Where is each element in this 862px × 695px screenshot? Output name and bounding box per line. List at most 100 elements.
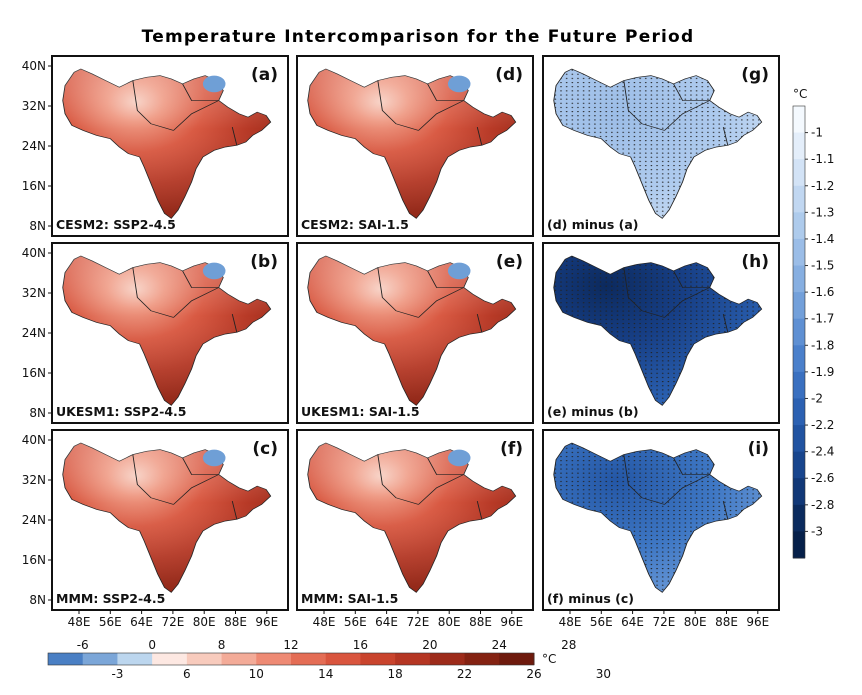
lat-tick-label: 32N bbox=[22, 99, 46, 113]
panel-letter: (b) bbox=[250, 252, 278, 272]
lat-tick-label: 32N bbox=[22, 473, 46, 487]
cold-region-patch bbox=[447, 75, 471, 93]
lat-tick-label: 40N bbox=[22, 59, 46, 73]
vbar-swatch bbox=[793, 478, 805, 506]
map-panel: (i) (f) minus (c) bbox=[543, 430, 779, 610]
hbar-top-label: 20 bbox=[422, 638, 437, 652]
vbar-label: -1.5 bbox=[811, 259, 834, 273]
vbar-swatch bbox=[793, 318, 805, 346]
hbar-swatch bbox=[82, 653, 118, 665]
hbar-bottom-label: 10 bbox=[249, 667, 264, 681]
hbar-bottom-label: -3 bbox=[111, 667, 123, 681]
vbar-label: -2.6 bbox=[811, 471, 834, 485]
map-panel: (h) (e) minus (b) bbox=[543, 243, 779, 423]
vbar-swatch bbox=[793, 292, 805, 320]
region-map bbox=[554, 443, 762, 592]
vbar-unit: °C bbox=[793, 87, 807, 101]
panel-letter: (e) bbox=[496, 252, 523, 272]
vbar-swatch bbox=[793, 371, 805, 399]
map-panel: (a) CESM2: SSP2-4.5 bbox=[52, 56, 288, 236]
lon-tick-label: 56E bbox=[344, 615, 367, 629]
hbar-swatch bbox=[221, 653, 257, 665]
vbar-label: -3 bbox=[811, 524, 823, 538]
vbar-label: -2 bbox=[811, 391, 823, 405]
hbar-swatch bbox=[152, 653, 188, 665]
panel-letter: (a) bbox=[251, 65, 278, 85]
vbar-swatch bbox=[793, 212, 805, 240]
lon-tick-label: 48E bbox=[68, 615, 91, 629]
cold-region-patch bbox=[202, 449, 226, 467]
hbar-unit: °C bbox=[542, 652, 556, 666]
lat-tick-label: 40N bbox=[22, 246, 46, 260]
panel-letter: (i) bbox=[748, 439, 769, 459]
vbar-swatch bbox=[793, 159, 805, 187]
hbar-swatch bbox=[48, 653, 84, 665]
hbar-swatch bbox=[256, 653, 292, 665]
lon-tick-label: 64E bbox=[621, 615, 644, 629]
country-borders bbox=[623, 267, 729, 333]
lat-tick-label: 24N bbox=[22, 326, 46, 340]
hbar-swatch bbox=[291, 653, 327, 665]
map-panel: (g) (d) minus (a) bbox=[543, 56, 779, 236]
vbar-swatch bbox=[793, 504, 805, 532]
panel-letter: (g) bbox=[741, 65, 769, 85]
hbar-swatch bbox=[499, 653, 535, 665]
country-borders bbox=[132, 80, 238, 146]
country-borders bbox=[377, 267, 483, 333]
panel-caption: UKESM1: SAI-1.5 bbox=[301, 404, 420, 419]
hbar-swatch bbox=[395, 653, 431, 665]
panel-caption: CESM2: SSP2-4.5 bbox=[56, 217, 176, 232]
lon-tick-label: 88E bbox=[224, 615, 247, 629]
panel-letter: (f) bbox=[500, 439, 523, 459]
map-panel: (c) MMM: SSP2-4.5 bbox=[52, 430, 288, 610]
panel-caption: (d) minus (a) bbox=[547, 217, 639, 232]
vbar-swatch bbox=[793, 425, 805, 453]
hbar-swatch bbox=[360, 653, 396, 665]
panel-caption: (e) minus (b) bbox=[547, 404, 639, 419]
cold-region-patch bbox=[202, 262, 226, 280]
region-map bbox=[63, 443, 271, 592]
lon-tick-label: 72E bbox=[161, 615, 184, 629]
vbar-swatch bbox=[793, 106, 805, 134]
hbar-bottom-label: 6 bbox=[183, 667, 191, 681]
hbar-top-label: 16 bbox=[353, 638, 368, 652]
country-borders bbox=[132, 267, 238, 333]
country-borders bbox=[377, 80, 483, 146]
region-map bbox=[308, 443, 516, 592]
lon-tick-label: 56E bbox=[99, 615, 122, 629]
country-borders bbox=[377, 454, 483, 520]
lon-tick-label: 96E bbox=[746, 615, 769, 629]
vbar-label: -1.4 bbox=[811, 232, 834, 246]
vbar-swatch bbox=[793, 238, 805, 267]
hbar-bottom-label: 22 bbox=[457, 667, 472, 681]
hbar-bottom-label: 14 bbox=[318, 667, 333, 681]
vbar-label: -1.9 bbox=[811, 365, 834, 379]
panel-caption: MMM: SSP2-4.5 bbox=[56, 591, 165, 606]
vbar-label: -1.6 bbox=[811, 285, 834, 299]
panel-caption: UKESM1: SSP2-4.5 bbox=[56, 404, 187, 419]
lon-tick-label: 80E bbox=[684, 615, 707, 629]
vbar-swatch bbox=[793, 398, 805, 426]
lat-tick-label: 24N bbox=[22, 139, 46, 153]
figure-title: Temperature Intercomparison for the Futu… bbox=[142, 27, 695, 47]
map-panel: (b) UKESM1: SSP2-4.5 bbox=[52, 243, 288, 423]
vbar-swatch bbox=[793, 345, 805, 373]
lon-tick-label: 72E bbox=[652, 615, 675, 629]
lon-tick-label: 88E bbox=[715, 615, 738, 629]
lon-tick-label: 88E bbox=[469, 615, 492, 629]
lon-tick-label: 96E bbox=[255, 615, 278, 629]
region-map bbox=[554, 256, 762, 405]
map-panel: (f) MMM: SAI-1.5 bbox=[297, 430, 533, 610]
vbar-label: -1.7 bbox=[811, 312, 834, 326]
panel-caption: MMM: SAI-1.5 bbox=[301, 591, 398, 606]
map-panel: (e) UKESM1: SAI-1.5 bbox=[297, 243, 533, 423]
hbar-swatch bbox=[325, 653, 361, 665]
lat-tick-label: 8N bbox=[29, 406, 46, 420]
vbar-label: -2.8 bbox=[811, 498, 834, 512]
region-map bbox=[63, 69, 271, 218]
hbar-swatch bbox=[429, 653, 466, 665]
hbar-bottom-label: 18 bbox=[388, 667, 403, 681]
lat-tick-label: 16N bbox=[22, 366, 46, 380]
map-panel: (d) CESM2: SAI-1.5 bbox=[297, 56, 533, 236]
